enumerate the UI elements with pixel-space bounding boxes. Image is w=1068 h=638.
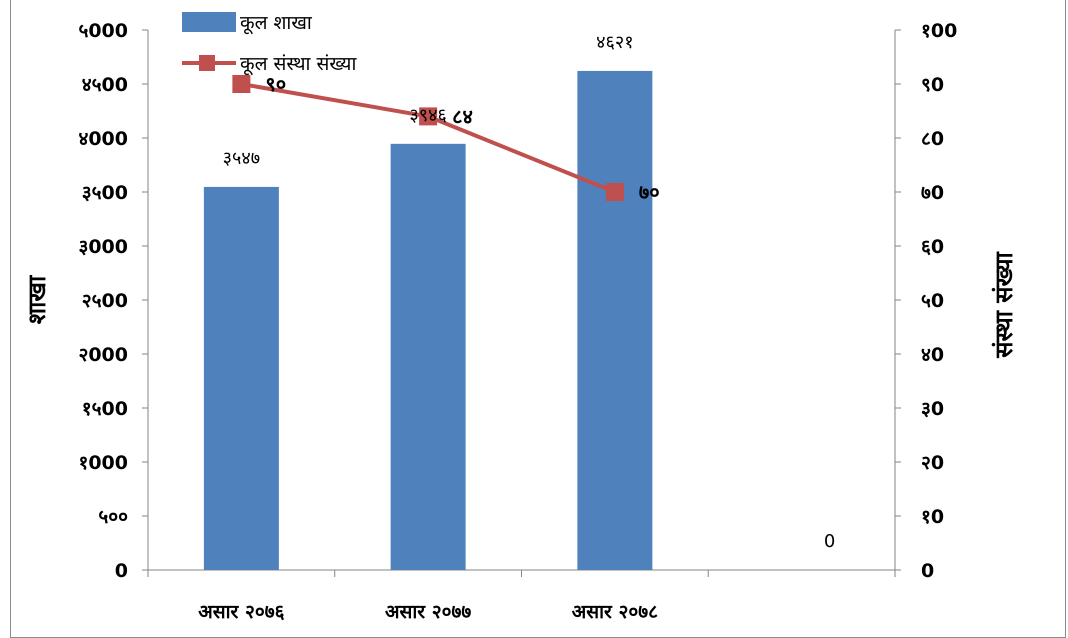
y-tick-label: ४000 — [78, 128, 128, 150]
y2-tick-label: १00 — [921, 20, 957, 42]
combo-chart: 0५००१000१५00२000२५00३000३५00४000४५00५000… — [23, 12, 1018, 621]
bar-series — [203, 70, 653, 570]
y2-tick-label: 0 — [921, 560, 934, 582]
y-tick-label: ४५00 — [82, 74, 128, 96]
y2-tick-label: ८0 — [921, 128, 944, 150]
y2-tick-label: २0 — [921, 452, 944, 474]
line-value-label: 0 — [824, 531, 835, 552]
y-tick-label: ५000 — [78, 20, 128, 42]
y-tick-label: 0 — [115, 560, 128, 582]
bar-value-label: ४६२१ — [596, 32, 633, 53]
axes: 0५००१000१५00२000२५00३000३५00४000४५00५000… — [78, 20, 957, 621]
y-tick-label: १५00 — [82, 398, 128, 420]
line-marker — [419, 107, 438, 126]
y2-tick-label: १0 — [921, 506, 944, 528]
legend: कूल शाखा कूल संस्था संख्या — [182, 12, 357, 76]
legend-label-line: कूल संस्था संख्या — [240, 53, 357, 76]
bar-value-label: ३५४७ — [223, 148, 260, 169]
bar — [577, 70, 653, 570]
bar — [390, 143, 466, 570]
y-tick-label: २५00 — [82, 290, 128, 312]
line-series — [232, 75, 624, 201]
legend-swatch-marker — [199, 55, 215, 71]
y2-tick-label: ५0 — [921, 290, 944, 312]
x-tick-label: असार २०७८ — [572, 601, 658, 621]
legend-swatch-bar — [182, 12, 236, 32]
y2-tick-label: ४0 — [921, 344, 944, 366]
data-labels: ३५४७ ३९४६ ४६२१ ९० ८४ ७० 0 — [223, 32, 836, 552]
y-tick-label: ३५00 — [82, 182, 128, 204]
y-tick-label: २000 — [78, 344, 128, 366]
y2-tick-label: ६0 — [921, 236, 944, 258]
y-axis-title: शाखा — [23, 275, 51, 324]
y-tick-label: १000 — [78, 452, 128, 474]
line-value-label: ८४ — [452, 104, 473, 128]
y2-tick-label: ३0 — [921, 398, 944, 420]
line-marker — [232, 75, 251, 93]
y-tick-label: ३000 — [78, 236, 128, 258]
bar-value-label: ३९४६ — [409, 105, 446, 126]
legend-label-bar: कूल शाखा — [240, 12, 313, 35]
y2-tick-label: ९0 — [921, 74, 944, 96]
line-value-label: ७० — [639, 180, 660, 204]
line-value-label: ९० — [265, 72, 286, 96]
line-marker — [605, 183, 624, 201]
x-tick-label: असार २०७७ — [385, 601, 471, 621]
x-tick-label: असार २०७६ — [198, 601, 284, 621]
y2-tick-label: ७0 — [921, 182, 944, 204]
y-tick-label: ५०० — [98, 506, 128, 528]
y2-axis-title: संस्था संख्या — [990, 252, 1018, 359]
bar — [203, 186, 279, 570]
